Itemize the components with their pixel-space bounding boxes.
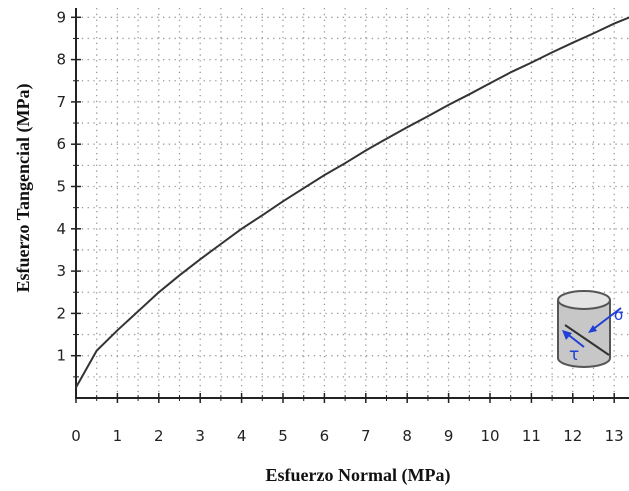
series-point <box>427 115 429 117</box>
y-tick-label: 7 <box>56 93 66 111</box>
series-point <box>344 162 346 164</box>
x-tick-label: 13 <box>605 427 624 445</box>
series-point <box>241 228 243 230</box>
x-tick-label: 12 <box>563 427 582 445</box>
series-point <box>137 310 139 312</box>
series-point <box>406 126 408 128</box>
x-tick-label: 1 <box>113 427 123 445</box>
series-point <box>510 71 512 73</box>
series-point <box>468 93 470 95</box>
series-point <box>261 214 263 216</box>
y-tick-label: 6 <box>56 135 66 153</box>
sigma-label: σ <box>614 306 624 324</box>
x-tick-label: 6 <box>320 427 330 445</box>
x-tick-label: 5 <box>278 427 288 445</box>
series-point <box>75 386 77 389</box>
y-tick-label: 9 <box>56 8 66 26</box>
rock-specimen-cylinder-icon: σ τ <box>557 290 624 368</box>
x-tick-label: 7 <box>361 427 371 445</box>
series-point <box>116 329 118 331</box>
series-point <box>158 291 160 293</box>
series-point <box>530 61 533 64</box>
series-point <box>199 258 201 260</box>
x-tick-label: 9 <box>444 427 454 445</box>
series-point <box>551 51 553 54</box>
series-point <box>385 138 388 140</box>
y-tick-label: 3 <box>56 262 66 280</box>
series-point <box>282 200 284 202</box>
series-point <box>572 42 574 44</box>
series-point <box>178 274 181 276</box>
series-point <box>96 350 98 352</box>
y-tick-label: 1 <box>56 347 66 365</box>
y-tick-label: 8 <box>56 51 66 69</box>
y-axis-title: Esfuerzo Tangencial (MPa) <box>13 84 34 293</box>
x-tick-label: 2 <box>154 427 164 445</box>
series-line <box>75 16 629 388</box>
y-tick-label: 2 <box>56 304 66 322</box>
series-layer <box>75 16 629 389</box>
series-point <box>365 149 367 152</box>
x-axis-title: Esfuerzo Normal (MPa) <box>266 465 451 486</box>
series-point <box>489 82 491 84</box>
series-point <box>448 104 450 106</box>
x-tick-label: 10 <box>480 427 499 445</box>
x-tick-label: 3 <box>195 427 205 445</box>
x-tick-label: 4 <box>237 427 247 445</box>
series-point <box>613 23 615 25</box>
axes <box>71 8 629 403</box>
series-point <box>303 187 305 189</box>
x-tick-label: 11 <box>522 427 541 445</box>
y-tick-label: 4 <box>56 220 66 238</box>
x-tick-label: 0 <box>71 427 81 445</box>
tau-label: τ <box>569 345 579 365</box>
y-tick-label: 5 <box>56 178 66 196</box>
series-point <box>592 32 595 34</box>
series-point <box>220 243 222 245</box>
x-tick-label: 8 <box>402 427 412 445</box>
series-point <box>323 174 325 176</box>
